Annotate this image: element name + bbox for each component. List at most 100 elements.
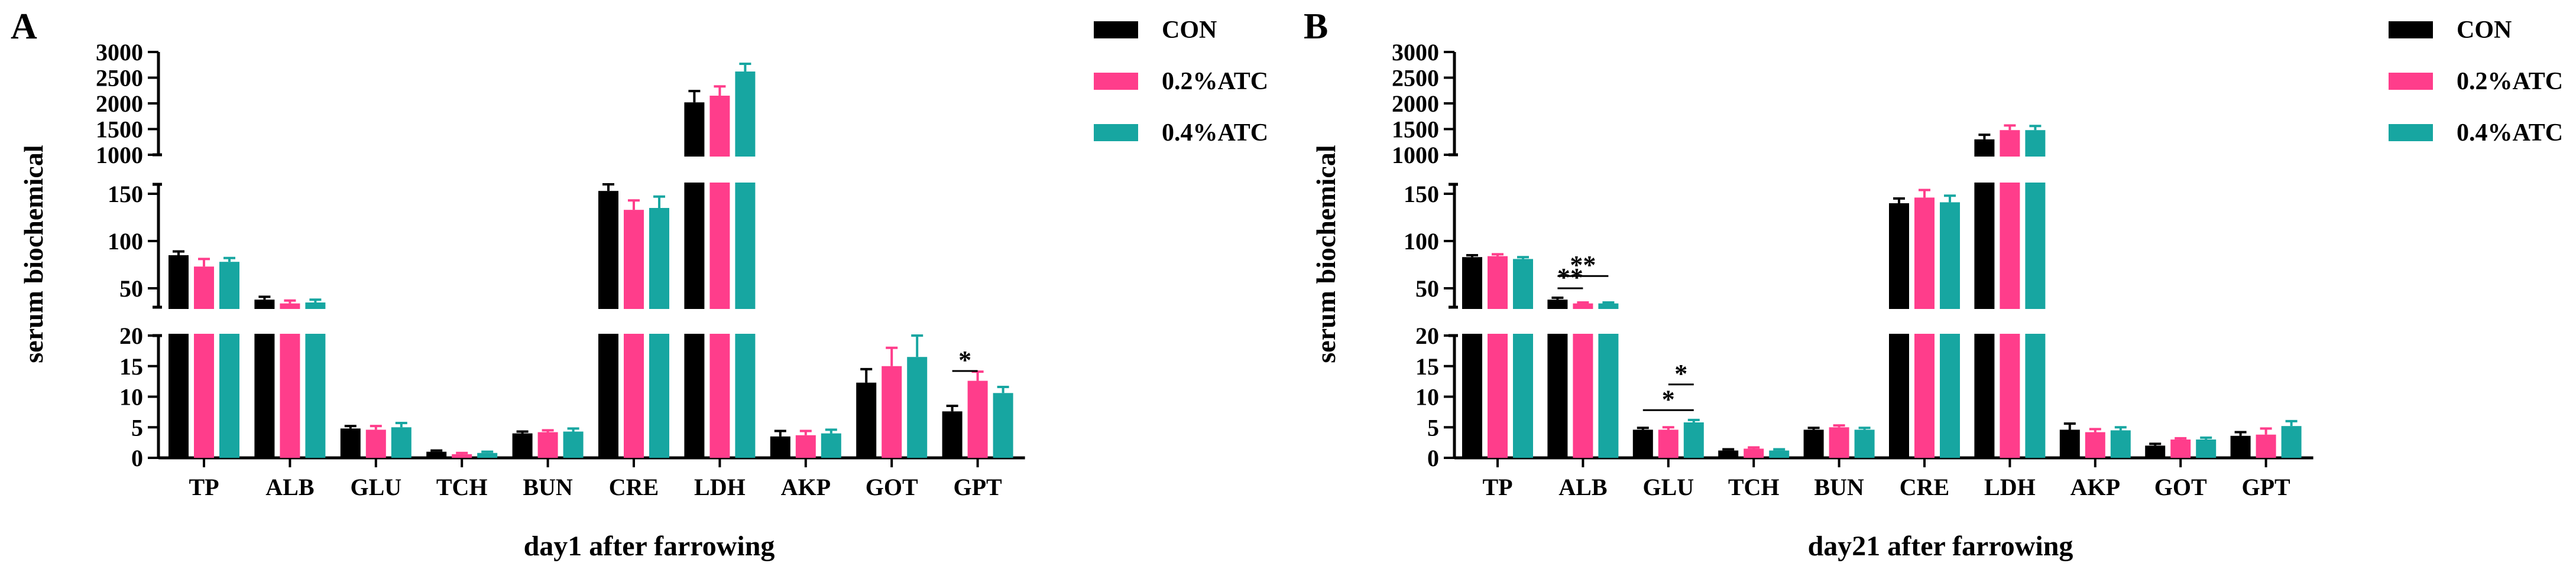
x-tick-label: GPT (2241, 474, 2290, 500)
legend-swatch (1094, 73, 1138, 90)
category-group-got: GOT (2145, 436, 2217, 500)
significance-annotation: * (952, 346, 978, 375)
y-tick-label: 1000 (1392, 142, 1439, 168)
bar (856, 382, 877, 458)
x-tick-label: AKP (2070, 474, 2120, 500)
bar (1718, 450, 1739, 458)
category-group-akp: AKP (770, 428, 841, 500)
bar (907, 357, 928, 458)
y-tick-label: 0 (1427, 445, 1439, 471)
legend-label: 0.2%ATC (2457, 68, 2563, 95)
x-tick-label: TCH (436, 474, 488, 500)
y-axis-segment: 0 5 10 15 20 (119, 323, 162, 471)
category-group-tp: TP (1462, 253, 1533, 500)
bar (1769, 450, 1790, 458)
significance-mark: * (1674, 359, 1687, 388)
y-tick-label: 3000 (96, 39, 143, 66)
x-tick-label: ALB (1558, 474, 1607, 500)
bar (1513, 259, 1533, 458)
x-axis-label: day21 after farrowing (1808, 531, 2073, 562)
legend-item: 0.2%ATC (2389, 68, 2563, 95)
y-tick-label: 20 (119, 323, 143, 349)
x-tick-label: AKP (781, 474, 831, 500)
category-group-ldh: LDH (684, 63, 756, 500)
x-tick-label: TP (1482, 474, 1512, 500)
category-group-glu: GLU (340, 422, 411, 500)
y-tick-label: 1500 (1392, 116, 1439, 143)
significance-mark: * (958, 346, 971, 375)
y-tick-label: 10 (1415, 384, 1439, 411)
bar (2085, 432, 2105, 458)
y-tick-label: 2500 (1392, 65, 1439, 92)
category-group-gpt: GPT (2230, 419, 2302, 500)
legend-label: 0.4%ATC (2457, 119, 2563, 147)
x-tick-label: ALB (265, 474, 314, 500)
bar (2196, 439, 2217, 458)
bar (942, 411, 963, 458)
bar (2170, 439, 2191, 458)
legend-item: 0.4%ATC (1094, 119, 1268, 147)
y-axis-label: serum biochemical (1311, 145, 1341, 363)
significance-mark: * (1662, 385, 1675, 414)
bar (2025, 130, 2046, 458)
category-group-gpt: GPT (942, 370, 1013, 500)
y-tick-label: 100 (1404, 228, 1439, 255)
axis-break-gap (1457, 309, 2316, 334)
bar (365, 429, 386, 458)
bar (1488, 256, 1508, 458)
category-group-cre: CRE (1889, 188, 1960, 500)
y-tick-label: 1000 (96, 142, 143, 168)
panel-b: B serum biochemical day21 after farrowin… (1304, 6, 2563, 562)
bar (709, 95, 730, 458)
legend-label: 0.4%ATC (1162, 119, 1268, 147)
x-tick-label: GOT (866, 474, 918, 500)
bar (2000, 130, 2020, 458)
y-tick-label: 2500 (96, 65, 143, 92)
y-tick-label: 10 (119, 384, 143, 411)
axis-break-gap (1457, 157, 2316, 183)
x-tick-label: LDH (694, 474, 746, 500)
bar (1854, 429, 1875, 458)
bar (563, 431, 584, 458)
bar (2145, 445, 2166, 458)
y-tick-label: 150 (108, 181, 143, 207)
significance-annotation: ** (1557, 263, 1583, 292)
legend-item: 0.4%ATC (2389, 119, 2563, 147)
bar (219, 262, 239, 458)
x-tick-label: GPT (953, 474, 1002, 500)
legend-swatch (2389, 124, 2433, 141)
bar (967, 380, 988, 458)
legend-label: CON (1162, 17, 1217, 44)
bar (2256, 434, 2276, 458)
y-tick-label: 150 (1404, 181, 1439, 207)
category-group-ldh: LDH (1974, 124, 2046, 500)
bar (340, 428, 361, 458)
x-tick-label: GLU (1642, 474, 1694, 500)
x-tick-label: GOT (2154, 474, 2207, 500)
panel-label: B (1304, 6, 1328, 47)
x-tick-label: TCH (1728, 474, 1780, 500)
bar (821, 433, 841, 458)
y-tick-label: 2000 (96, 90, 143, 117)
category-group-tch: TCH (1718, 446, 1790, 500)
y-axis-segment: 0 5 10 15 20 (1415, 323, 1458, 471)
y-tick-label: 50 (1415, 275, 1439, 302)
x-tick-label: CRE (1900, 474, 1949, 500)
bar (2059, 429, 2080, 458)
bar (1632, 429, 1653, 458)
x-tick-label: BUN (1814, 474, 1864, 500)
legend-item: 0.2%ATC (1094, 68, 1268, 95)
y-tick-label: 5 (1427, 414, 1439, 441)
legend-swatch (1094, 124, 1138, 141)
bar (624, 210, 644, 458)
y-tick-label: 20 (1415, 323, 1439, 349)
y-tick-label: 2000 (1392, 90, 1439, 117)
bar (1974, 139, 1995, 458)
significance-mark: ** (1557, 263, 1583, 292)
bar (795, 435, 816, 458)
bar (1829, 427, 1849, 458)
y-tick-label: 100 (108, 228, 143, 255)
bar (1683, 422, 1704, 458)
